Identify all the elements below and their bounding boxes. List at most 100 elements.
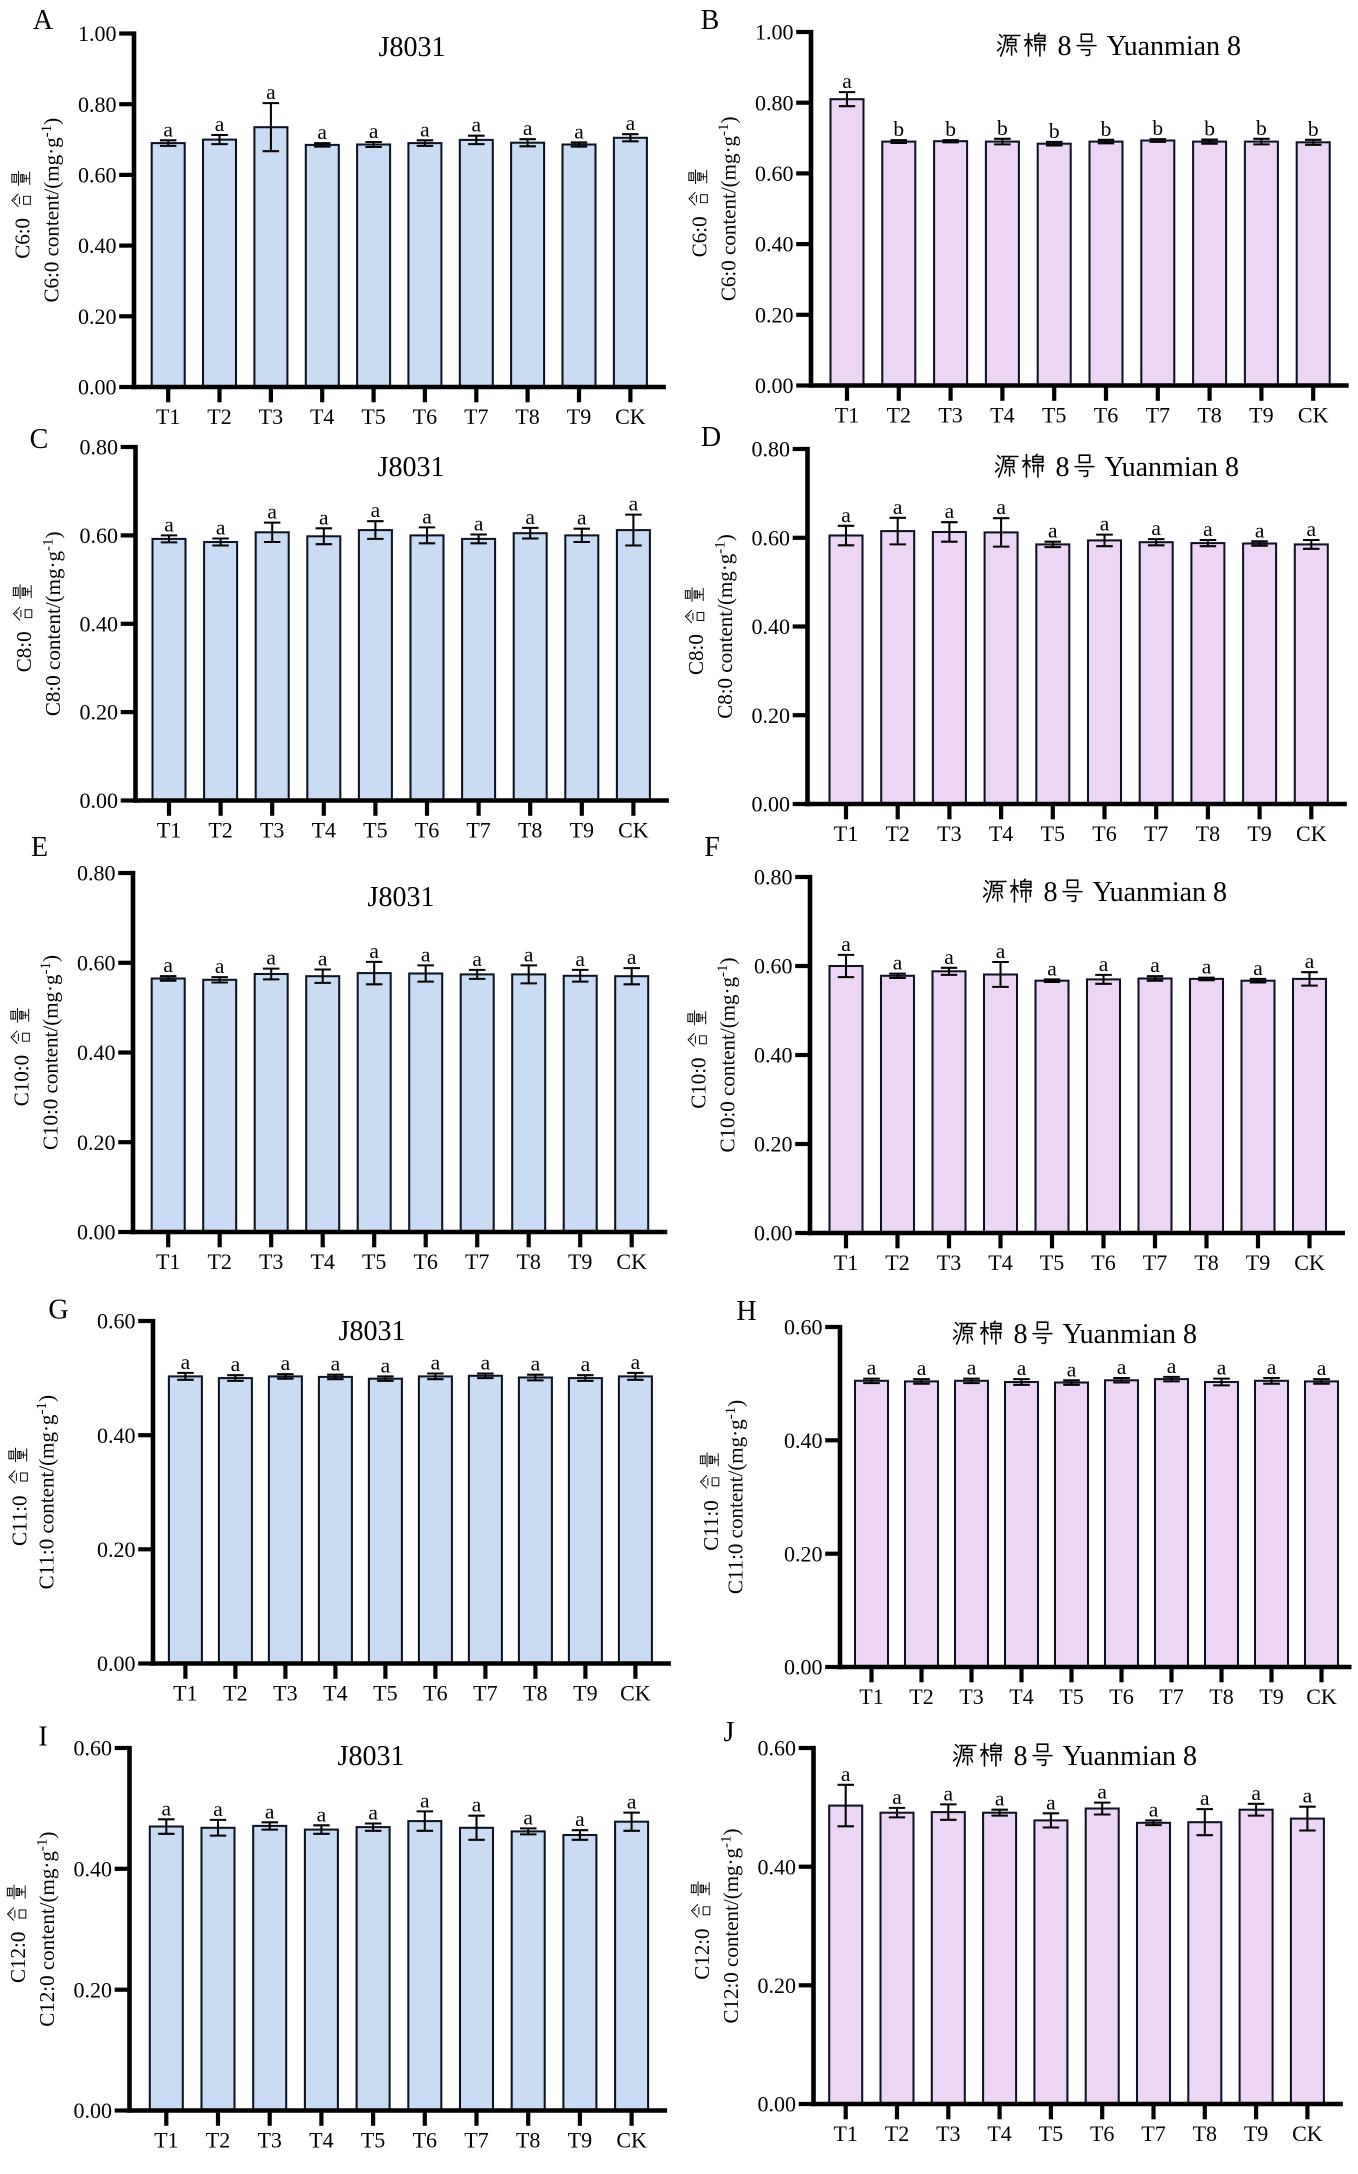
svg-text:T4: T4 [309, 2128, 333, 2153]
svg-text:0.80: 0.80 [755, 90, 794, 115]
svg-text:C6:0 content/(mg·g-1): C6:0 content/(mg·g-1) [39, 118, 64, 303]
svg-text:0.80: 0.80 [752, 437, 791, 462]
svg-text:T5: T5 [373, 1681, 397, 1706]
svg-text:T6: T6 [1109, 1684, 1133, 1709]
svg-text:T2: T2 [207, 404, 231, 429]
svg-text:a: a [996, 495, 1006, 519]
svg-text:a: a [1067, 1357, 1077, 1381]
svg-text:0.00: 0.00 [755, 373, 794, 398]
svg-text:T3: T3 [937, 1250, 961, 1275]
svg-text:b: b [1308, 117, 1319, 141]
svg-text:a: a [1048, 519, 1058, 543]
svg-text:a: a [1017, 1356, 1027, 1380]
svg-text:T5: T5 [1059, 1684, 1083, 1709]
svg-text:a: a [1150, 953, 1160, 977]
svg-text:Yuanmian 8: Yuanmian 8 [1105, 452, 1240, 483]
svg-text:C10:0 content/(mg·g-1): C10:0 content/(mg·g-1) [715, 957, 740, 1152]
svg-text:T1: T1 [156, 404, 180, 429]
svg-text:a: a [1167, 1354, 1177, 1378]
svg-text:A: A [33, 5, 54, 36]
svg-text:T1: T1 [835, 403, 859, 428]
svg-text:T3: T3 [259, 1249, 283, 1274]
svg-text:0.00: 0.00 [784, 1655, 823, 1680]
svg-text:E: E [31, 832, 48, 863]
svg-text:T7: T7 [1146, 403, 1170, 428]
svg-text:T4: T4 [310, 1249, 334, 1274]
svg-text:a: a [1100, 512, 1110, 536]
svg-text:CK: CK [618, 818, 649, 843]
svg-text:T2: T2 [223, 1681, 247, 1706]
svg-text:a: a [1046, 1790, 1056, 1814]
svg-text:a: a [472, 1793, 482, 1817]
svg-text:T1: T1 [157, 818, 181, 843]
svg-text:T5: T5 [1040, 1250, 1064, 1275]
svg-text:CK: CK [616, 1249, 647, 1274]
svg-text:T7: T7 [464, 404, 488, 429]
svg-text:T8: T8 [518, 818, 542, 843]
svg-text:T4: T4 [310, 404, 334, 429]
svg-text:CK: CK [1294, 1250, 1325, 1275]
svg-text:a: a [368, 1801, 378, 1825]
svg-text:T4: T4 [990, 403, 1014, 428]
svg-text:a: a [525, 505, 535, 529]
svg-text:T6: T6 [413, 404, 437, 429]
svg-text:0.20: 0.20 [97, 1537, 136, 1562]
svg-text:a: a [1255, 518, 1265, 542]
svg-text:J8031: J8031 [379, 32, 446, 63]
svg-text:a: a [267, 500, 277, 524]
svg-text:T6: T6 [1094, 403, 1118, 428]
svg-text:a: a [420, 117, 430, 141]
svg-text:J: J [724, 1717, 735, 1748]
svg-text:0.00: 0.00 [97, 1651, 136, 1676]
svg-text:T8: T8 [1196, 821, 1220, 846]
svg-text:0.60: 0.60 [80, 523, 119, 548]
svg-text:0.80: 0.80 [754, 865, 793, 890]
svg-text:T9: T9 [1249, 403, 1273, 428]
svg-text:a: a [481, 1351, 491, 1375]
svg-text:T8: T8 [1209, 1684, 1233, 1709]
svg-text:0.20: 0.20 [78, 304, 117, 329]
svg-text:C8:0 content/(mg·g-1): C8:0 content/(mg·g-1) [41, 532, 66, 717]
svg-text:1.00: 1.00 [78, 21, 117, 46]
svg-text:0.60: 0.60 [74, 1736, 113, 1761]
svg-text:a: a [1267, 1355, 1277, 1379]
svg-text:T9: T9 [1247, 821, 1271, 846]
svg-text:T2: T2 [909, 1684, 933, 1709]
svg-text:T2: T2 [887, 403, 911, 428]
svg-text:a: a [627, 1790, 637, 1814]
svg-text:0.00: 0.00 [80, 788, 119, 813]
svg-text:0.60: 0.60 [755, 161, 794, 186]
svg-text:T5: T5 [1041, 821, 1065, 846]
svg-text:0.00: 0.00 [78, 375, 117, 400]
svg-text:T4: T4 [987, 2121, 1011, 2146]
svg-text:T4: T4 [312, 818, 336, 843]
svg-text:T7: T7 [1144, 821, 1168, 846]
svg-text:T4: T4 [1009, 1684, 1033, 1709]
svg-text:T5: T5 [361, 2128, 385, 2153]
svg-text:a: a [162, 1796, 172, 1820]
svg-text:C10:0: C10:0 [687, 1057, 711, 1108]
svg-text:0.00: 0.00 [77, 1220, 116, 1245]
svg-text:CK: CK [615, 404, 646, 429]
svg-text:a: a [917, 1356, 927, 1380]
svg-text:0.60: 0.60 [758, 1736, 797, 1761]
svg-text:0.40: 0.40 [77, 1040, 116, 1065]
svg-text:a: a [1047, 956, 1057, 980]
svg-text:T5: T5 [1039, 2121, 1063, 2146]
svg-text:T8: T8 [515, 404, 539, 429]
svg-text:C12:0 content/(mg·g-1): C12:0 content/(mg·g-1) [719, 1828, 744, 2023]
svg-text:T3: T3 [938, 403, 962, 428]
svg-text:Yuanmian 8: Yuanmian 8 [1063, 1741, 1198, 1772]
svg-text:T6: T6 [413, 1249, 437, 1274]
svg-text:a: a [420, 1788, 430, 1812]
svg-text:T3: T3 [259, 404, 283, 429]
svg-text:a: a [841, 503, 851, 527]
svg-text:a: a [1099, 952, 1109, 976]
svg-text:0.00: 0.00 [754, 1221, 793, 1246]
svg-text:T6: T6 [1091, 1250, 1115, 1275]
svg-text:a: a [431, 1351, 441, 1375]
svg-text:T5: T5 [1042, 403, 1066, 428]
svg-text:a: a [317, 1802, 327, 1826]
svg-text:T2: T2 [885, 1250, 909, 1275]
svg-text:T7: T7 [465, 1249, 489, 1274]
